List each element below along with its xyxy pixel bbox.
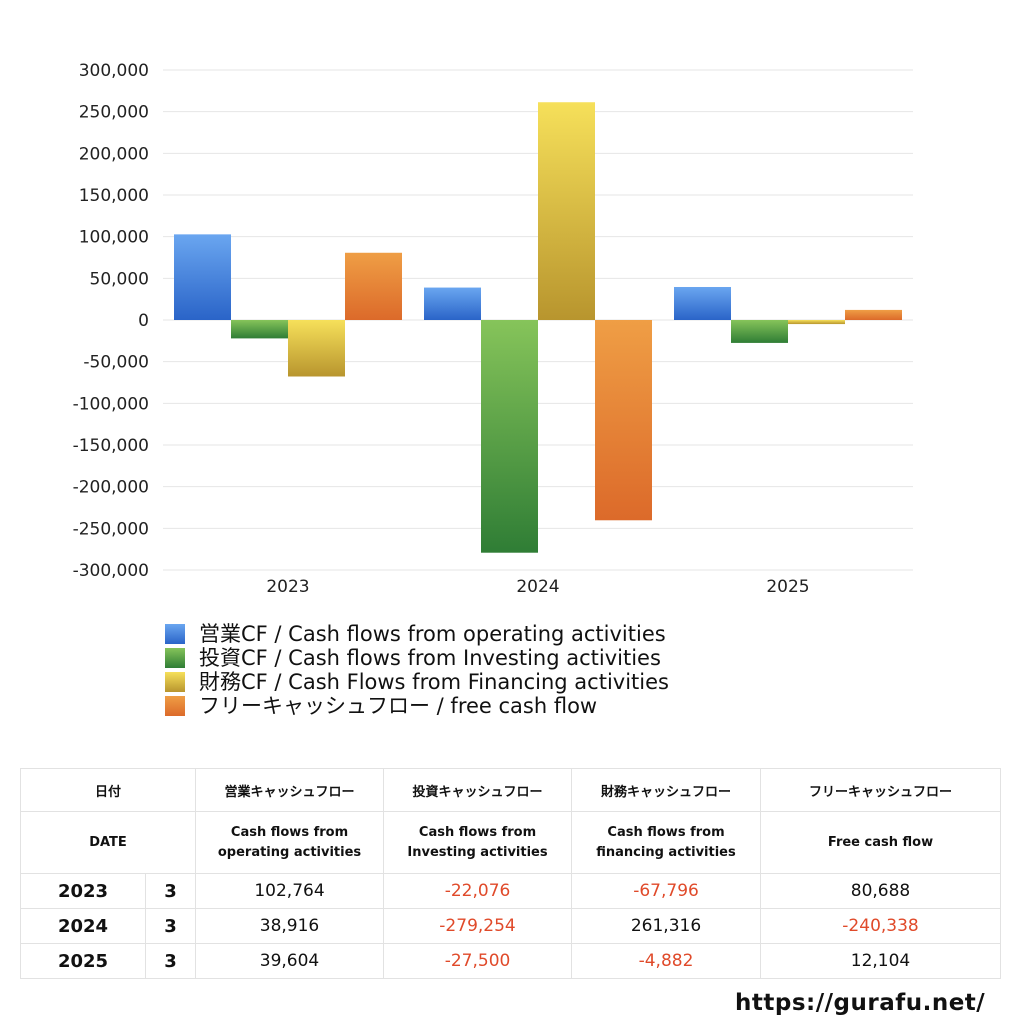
header-free-jp: フリーキャッシュフロー xyxy=(760,768,1002,812)
x-tick-label: 2023 xyxy=(266,577,309,597)
y-tick-label: 150,000 xyxy=(79,186,149,206)
row-year: 2023 xyxy=(20,873,146,909)
y-tick-label: 250,000 xyxy=(79,103,149,123)
y-tick-label: 200,000 xyxy=(79,144,149,164)
legend-item: 財務CF / Cash Flows from Financing activit… xyxy=(165,670,865,694)
row-month: 3 xyxy=(144,943,197,979)
row-month: 3 xyxy=(144,908,197,944)
y-tick-label: -300,000 xyxy=(73,561,149,581)
header-date-jp: 日付 xyxy=(19,768,197,812)
row-year: 2025 xyxy=(20,943,146,979)
cell-investing: -22,076 xyxy=(383,873,573,909)
legend-swatch xyxy=(165,672,185,692)
legend-label: 投資CF / Cash flows from Investing activit… xyxy=(199,646,661,670)
table-header-jp: 日付 営業キャッシュフロー 投資キャッシュフロー 財務キャッシュフロー フリーキ… xyxy=(19,768,1002,812)
legend-item: 営業CF / Cash flows from operating activit… xyxy=(165,622,865,646)
cell-operating: 39,604 xyxy=(195,943,385,979)
header-investing-jp: 投資キャッシュフロー xyxy=(383,768,573,812)
cell-operating: 102,764 xyxy=(195,873,385,909)
bar-2024-series-3 xyxy=(595,320,652,521)
bar-2023-series-3 xyxy=(345,252,402,320)
legend-swatch xyxy=(165,624,185,644)
header-investing-en: Cash flows from Investing activities xyxy=(383,811,573,874)
y-tick-label: 300,000 xyxy=(79,61,149,81)
chart-svg: 300,000 250,000 200,000 150,000 100,000 50,00… xyxy=(73,61,913,597)
cell-financing: -4,882 xyxy=(571,943,762,979)
bar-2025-series-0 xyxy=(674,286,731,320)
y-tick-label: -200,000 xyxy=(73,478,149,498)
cash-flow-table: 日付 営業キャッシュフロー 投資キャッシュフロー 財務キャッシュフロー フリーキ… xyxy=(19,768,1002,979)
bar-2025-series-2 xyxy=(788,320,845,325)
cell-free: -240,338 xyxy=(760,908,1002,944)
legend-swatch xyxy=(165,648,185,668)
y-tick-label: -100,000 xyxy=(73,394,149,414)
cell-financing: -67,796 xyxy=(571,873,762,909)
site-url: https://gurafu.net/ xyxy=(735,990,986,1016)
bar-2024-series-1 xyxy=(481,320,538,553)
x-tick-label: 2024 xyxy=(516,577,559,597)
row-month: 3 xyxy=(144,873,197,909)
header-financing-jp: 財務キャッシュフロー xyxy=(571,768,762,812)
header-financing-en: Cash flows from financing activities xyxy=(571,811,762,874)
table-row: 2025 3 39,604 -27,500 -4,882 12,104 xyxy=(20,943,1002,979)
y-tick-label: -250,000 xyxy=(73,519,149,539)
table-row: 2024 3 38,916 -279,254 261,316 -240,338 xyxy=(20,908,1002,944)
legend-label: 財務CF / Cash Flows from Financing activit… xyxy=(199,670,669,694)
cell-financing: 261,316 xyxy=(571,908,762,944)
legend-item: フリーキャッシュフロー / free cash flow xyxy=(165,694,865,718)
cell-free: 12,104 xyxy=(760,943,1002,979)
cash-flow-chart: 300,000 250,000 200,000 150,000 100,000 50,00… xyxy=(73,61,913,597)
x-tick-label: 2025 xyxy=(766,577,809,597)
legend-item: 投資CF / Cash flows from Investing activit… xyxy=(165,646,865,670)
legend-swatch xyxy=(165,696,185,716)
y-tick-label: 50,000 xyxy=(90,269,149,289)
tick-layer: 300,000 250,000 200,000 150,000 100,000 50,00… xyxy=(73,61,810,597)
bar-2023-series-0 xyxy=(174,234,231,320)
y-tick-label: 100,000 xyxy=(79,228,149,248)
header-operating-en: Cash flows from operating activities xyxy=(195,811,385,874)
table-row: 2023 3 102,764 -22,076 -67,796 80,688 xyxy=(20,873,1002,909)
bar-2024-series-2 xyxy=(538,102,595,320)
bar-2023-series-2 xyxy=(288,320,345,377)
cell-operating: 38,916 xyxy=(195,908,385,944)
y-tick-label: -50,000 xyxy=(83,353,149,373)
header-operating-jp: 営業キャッシュフロー xyxy=(195,768,385,812)
y-tick-label: -150,000 xyxy=(73,436,149,456)
bar-layer xyxy=(174,102,902,553)
header-free-en: Free cash flow xyxy=(760,811,1002,874)
legend-label: 営業CF / Cash flows from operating activit… xyxy=(199,622,666,646)
cell-investing: -279,254 xyxy=(383,908,573,944)
row-year: 2024 xyxy=(20,908,146,944)
bar-2025-series-3 xyxy=(845,309,902,320)
chart-legend: 営業CF / Cash flows from operating activit… xyxy=(165,622,865,718)
cell-investing: -27,500 xyxy=(383,943,573,979)
legend-label: フリーキャッシュフロー / free cash flow xyxy=(199,694,598,718)
cell-free: 80,688 xyxy=(760,873,1002,909)
table-header-en: DATE Cash flows from operating activities… xyxy=(19,811,1002,874)
header-date-en: DATE xyxy=(19,811,197,874)
bar-2023-series-1 xyxy=(231,320,288,339)
y-tick-label: 0 xyxy=(138,311,149,331)
bar-2024-series-0 xyxy=(424,287,481,320)
bar-2025-series-1 xyxy=(731,320,788,343)
